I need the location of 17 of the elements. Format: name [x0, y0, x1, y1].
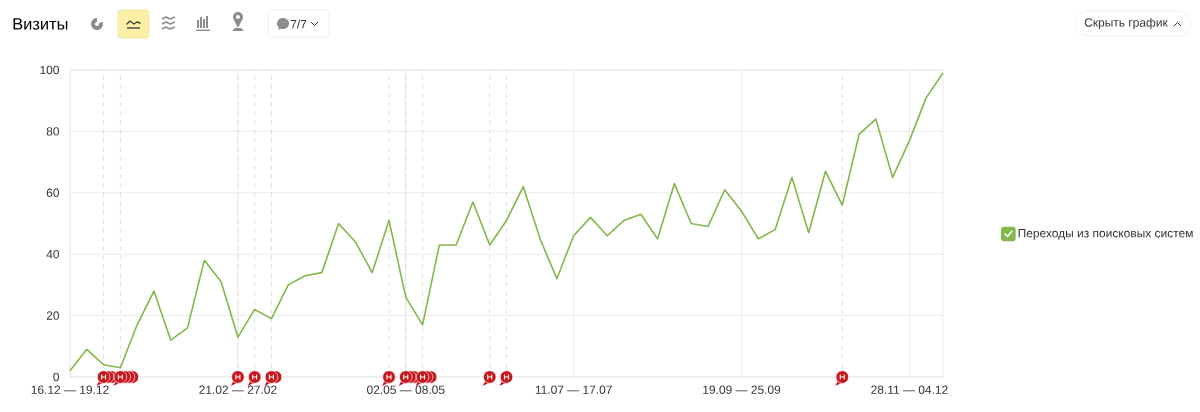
legend-label: Переходы из поисковых систем — [1018, 229, 1193, 240]
y-tick-label: 20 — [46, 311, 60, 320]
x-tick-label: 19.09 — 25.09 — [703, 385, 781, 394]
x-tick-label: 02.05 — 08.05 — [367, 385, 445, 394]
y-tick-label: 40 — [46, 249, 60, 259]
y-tick-label: 60 — [46, 188, 60, 198]
x-tick-label: 28.11 — 04.12 — [871, 385, 948, 394]
text: Скрыть график — [1084, 17, 1168, 30]
x-tick-label: 11.07 — 17.07 — [535, 385, 612, 394]
chart-title: Визиты — [13, 18, 68, 30]
text: 7/7 — [290, 19, 307, 29]
line-series — [69, 72, 944, 372]
y-tick-label: 0 — [53, 372, 60, 382]
y-tick-label: 80 — [46, 127, 60, 136]
y-tick-label: 100 — [40, 65, 60, 75]
x-tick-label: 21.02 — 27.02 — [199, 385, 277, 394]
x-tick-label: 16.12 — 19.12 — [31, 385, 109, 394]
